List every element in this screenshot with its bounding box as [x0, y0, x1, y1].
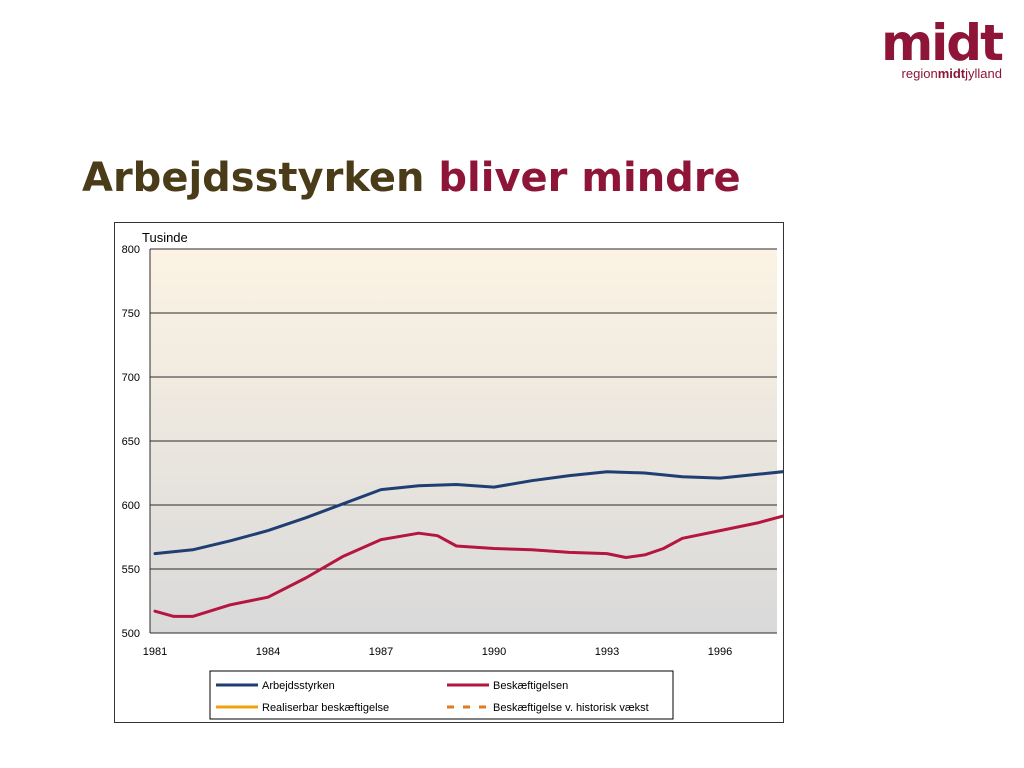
legend-label-4: Beskæftigelse v. historisk vækst: [493, 702, 649, 714]
x-tick-label: 1981: [143, 646, 167, 658]
logo-sub-middle: midt: [937, 66, 966, 81]
y-tick-label: 500: [122, 628, 140, 640]
x-tick-label: 1993: [595, 646, 619, 658]
x-tick-label: 1984: [256, 646, 280, 658]
x-tick-label: 1987: [369, 646, 393, 658]
series-line-1: [153, 470, 783, 556]
y-tick-label: 650: [122, 436, 140, 448]
legend-label-3: Realiserbar beskæftigelse: [262, 702, 389, 714]
logo: midt regionmidtjylland: [881, 14, 1004, 81]
page-title: Arbejdsstyrken bliver mindre: [82, 152, 741, 204]
legend-label-1: Arbejdsstyrken: [262, 680, 335, 692]
logo-subtitle: regionmidtjylland: [881, 66, 1002, 81]
legend-label-2: Beskæftigelsen: [493, 680, 568, 692]
title-part2: bliver mindre: [438, 155, 741, 201]
x-tick-label: 1990: [482, 646, 506, 658]
y-axis-label: Tusinde: [142, 230, 188, 245]
y-tick-label: 700: [122, 372, 140, 384]
y-tick-label: 750: [122, 308, 140, 320]
legend-box: [209, 670, 674, 720]
logo-sub-suffix: jylland: [965, 66, 1002, 81]
y-tick-label: 800: [122, 244, 140, 256]
title-part1: Arbejdsstyrken: [82, 155, 425, 201]
logo-sub-prefix: region: [901, 66, 938, 81]
x-tick-label: 1996: [708, 646, 732, 658]
logo-wordmark: midt: [881, 14, 1004, 72]
y-tick-label: 550: [122, 564, 140, 576]
y-tick-label: 600: [122, 500, 140, 512]
series-line-2: [153, 514, 783, 618]
chart-frame: 500 550 600 650 700 750 800 Tusinde 1981 1984 1987…: [114, 222, 784, 723]
